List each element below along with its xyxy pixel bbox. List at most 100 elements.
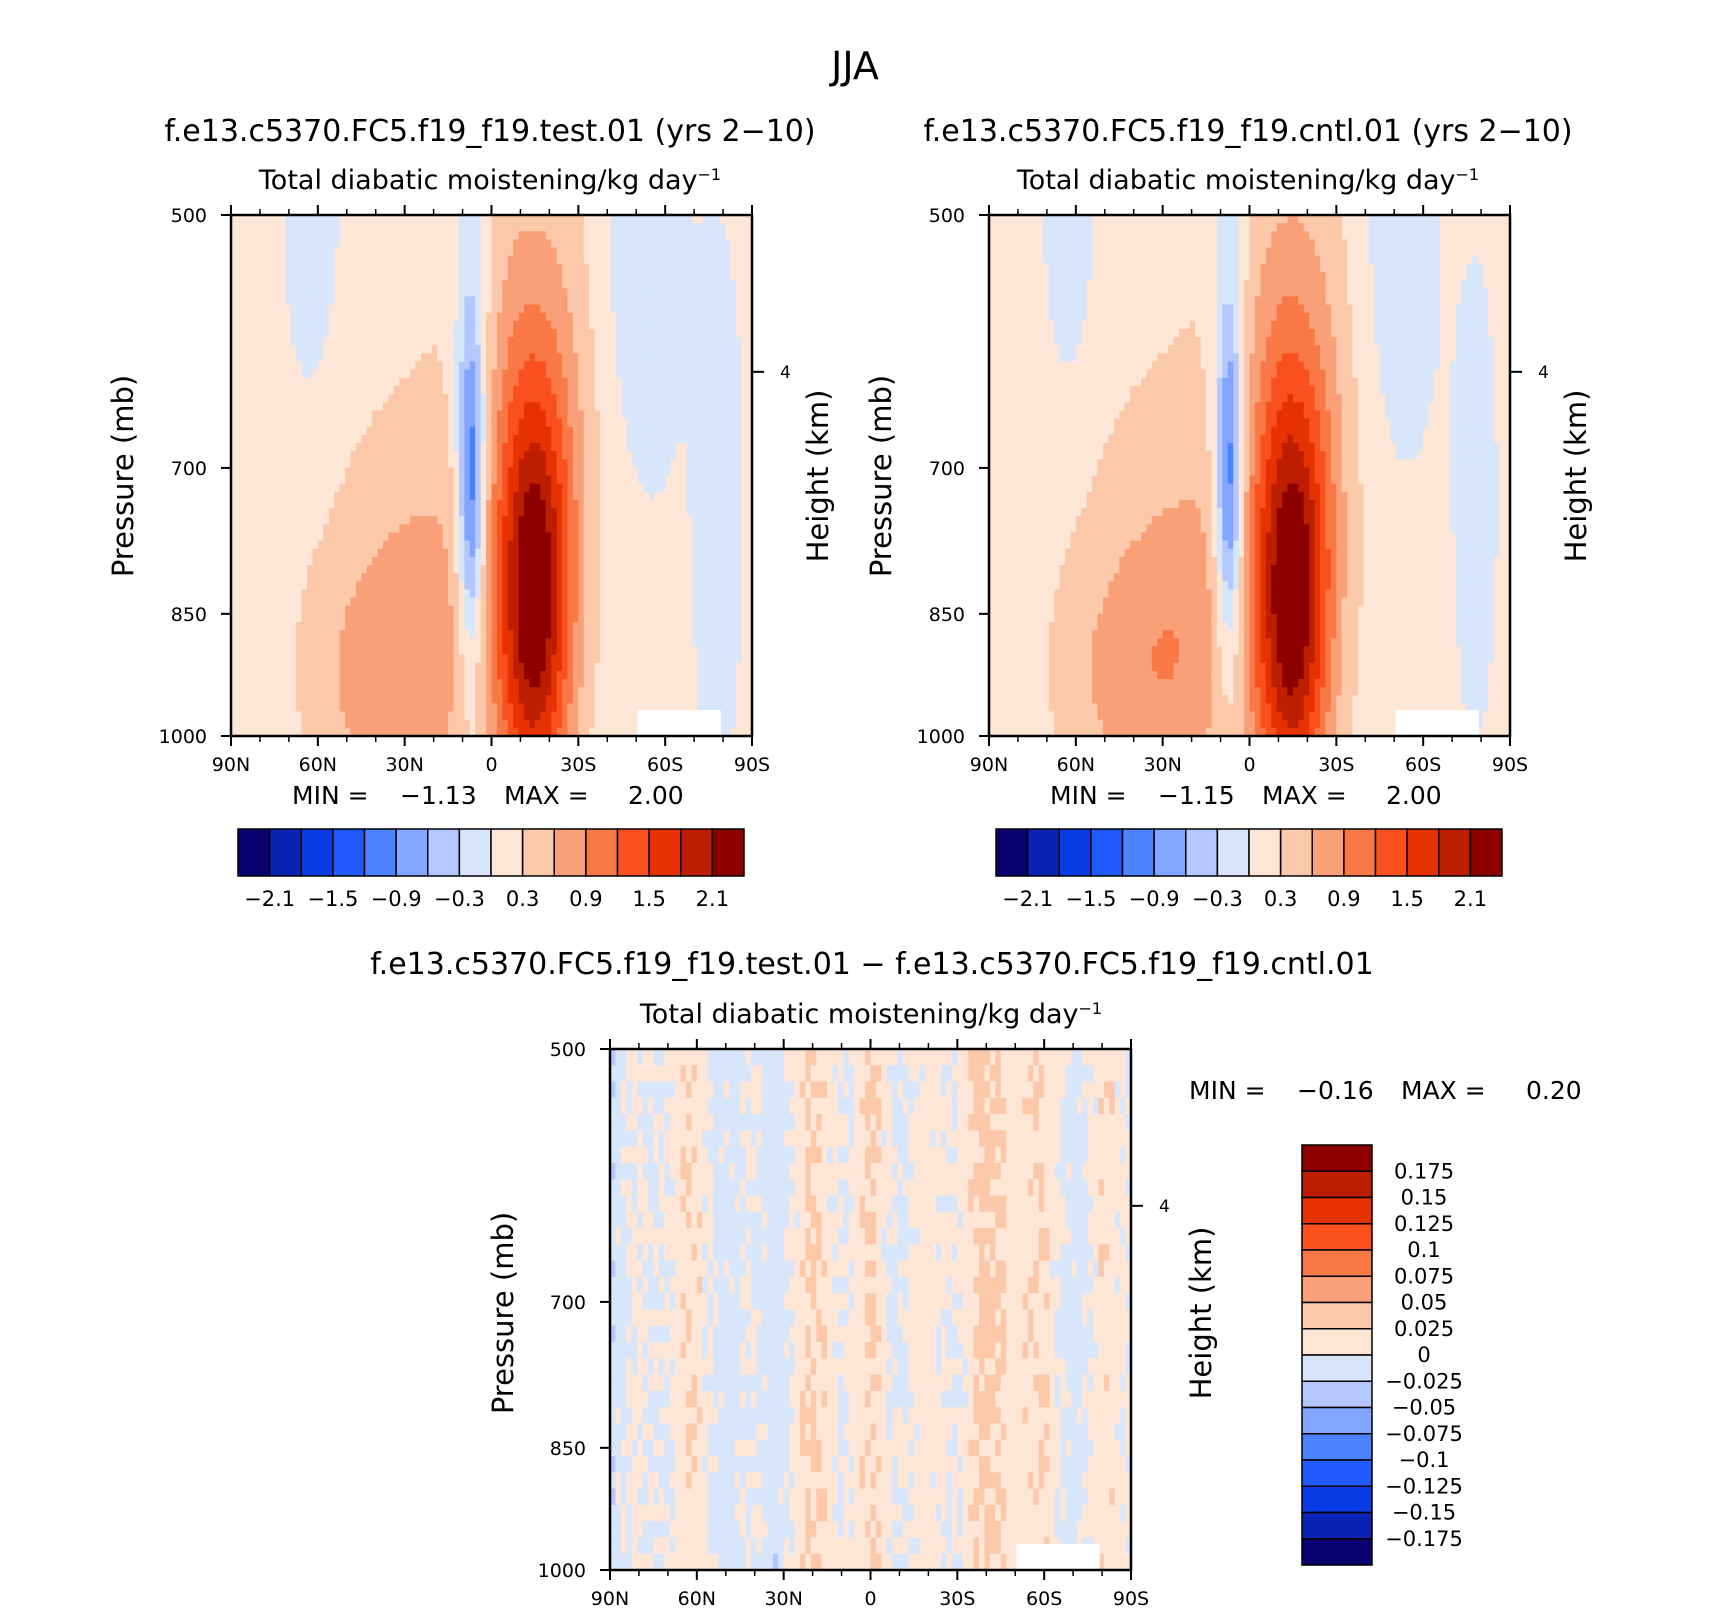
field-cell [448, 402, 454, 411]
field-cell [502, 467, 508, 476]
field-cell [340, 581, 346, 590]
field-cell [242, 476, 248, 485]
field-cell [709, 484, 715, 493]
field-cell [660, 614, 666, 623]
field-cell [649, 630, 655, 639]
field-cell [269, 573, 275, 582]
field-cell [291, 410, 297, 419]
field-cell [367, 492, 373, 501]
field-cell [378, 239, 384, 248]
field-cell [535, 581, 541, 590]
field-cell [334, 573, 340, 582]
field-cell [269, 541, 275, 550]
field-cell [557, 622, 563, 631]
field-cell [687, 614, 693, 623]
field-cell [535, 565, 541, 574]
field-cell [605, 516, 611, 525]
field-cell [285, 402, 291, 411]
field-cell [334, 500, 340, 509]
field-cell [443, 313, 449, 322]
field-cell [529, 313, 535, 322]
field-cell [459, 305, 465, 314]
field-cell [497, 337, 503, 346]
field-cell [416, 581, 422, 590]
field-cell [671, 419, 677, 428]
field-cell [584, 435, 590, 444]
field-cell [312, 606, 318, 615]
field-cell [513, 296, 519, 305]
field-cell [492, 329, 498, 338]
field-cell [660, 386, 666, 395]
field-cell [692, 630, 698, 639]
field-cell [681, 516, 687, 525]
field-cell [540, 386, 546, 395]
field-cell [302, 435, 308, 444]
field-cell [741, 443, 747, 452]
field-cell [714, 256, 720, 265]
field-cell [236, 589, 242, 598]
field-cell [535, 248, 541, 257]
field-cell [676, 614, 682, 623]
field-cell [502, 337, 508, 346]
field-cell [296, 451, 302, 460]
field-cell [340, 565, 346, 574]
field-cell [486, 223, 492, 232]
field-cell [703, 329, 709, 338]
field-cell [692, 296, 698, 305]
field-cell [378, 606, 384, 615]
field-cell [334, 476, 340, 485]
field-cell [535, 370, 541, 379]
field-cell [573, 362, 579, 371]
field-cell [361, 541, 367, 550]
field-cell [687, 492, 693, 501]
field-cell [562, 362, 568, 371]
field-cell [692, 272, 698, 281]
field-cell [416, 476, 422, 485]
field-cell [519, 402, 525, 411]
field-cell [345, 231, 351, 240]
field-cell [372, 394, 378, 403]
field-cell [595, 549, 601, 558]
field-cell [725, 239, 731, 248]
field-cell [519, 484, 525, 493]
field-cell [274, 370, 280, 379]
field-cell [611, 516, 617, 525]
field-cell [486, 500, 492, 509]
field-cell [567, 524, 573, 533]
field-cell [578, 362, 584, 371]
field-cell [649, 443, 655, 452]
field-cell [318, 622, 324, 631]
field-cell [470, 394, 476, 403]
field-cell [296, 248, 302, 257]
field-cell [361, 549, 367, 558]
field-cell [367, 524, 373, 533]
field-cell [486, 288, 492, 297]
field-cell [502, 272, 508, 281]
field-cell [372, 288, 378, 297]
field-cell [242, 606, 248, 615]
field-cell [291, 476, 297, 485]
field-cell [497, 239, 503, 248]
field-cell [464, 573, 470, 582]
field-cell [481, 215, 487, 224]
field-cell [600, 476, 606, 485]
field-cell [616, 321, 622, 330]
field-cell [470, 598, 476, 607]
field-cell [264, 459, 270, 468]
field-cell [529, 524, 535, 533]
field-cell [622, 362, 628, 371]
field-cell [242, 231, 248, 240]
field-cell [307, 492, 313, 501]
field-cell [454, 370, 460, 379]
field-cell [399, 288, 405, 297]
field-cell [285, 630, 291, 639]
field-cell [687, 598, 693, 607]
field-cell [573, 394, 579, 403]
field-cell [285, 492, 291, 501]
field-cell [437, 541, 443, 550]
field-cell [475, 223, 481, 232]
field-cell [643, 532, 649, 541]
field-cell [600, 231, 606, 240]
field-cell [378, 296, 384, 305]
field-cell [502, 516, 508, 525]
